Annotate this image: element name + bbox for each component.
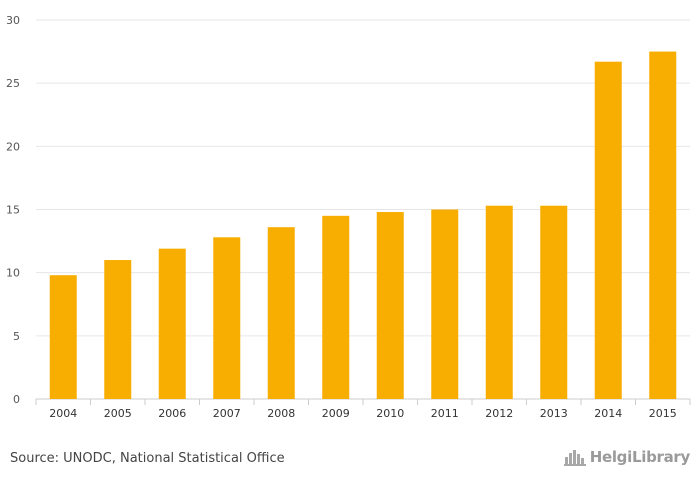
bar <box>649 51 677 399</box>
x-tick-label: 2008 <box>267 407 295 420</box>
x-tick-label: 2005 <box>104 407 132 420</box>
bar <box>376 212 404 399</box>
y-tick-label: 10 <box>6 267 20 280</box>
bar <box>49 275 77 399</box>
bar <box>540 205 568 399</box>
x-tick-label: 2013 <box>540 407 568 420</box>
brand-logo: HelgiLibrary <box>563 448 691 466</box>
x-tick-label: 2014 <box>594 407 622 420</box>
x-tick-label: 2006 <box>158 407 186 420</box>
bar <box>267 227 295 399</box>
y-tick-label: 25 <box>6 77 20 90</box>
bar <box>485 205 513 399</box>
bar <box>213 237 241 399</box>
bar <box>104 260 132 399</box>
x-tick-label: 2007 <box>213 407 241 420</box>
y-tick-label: 30 <box>6 14 20 27</box>
source-note: Source: UNODC, National Statistical Offi… <box>10 451 285 466</box>
y-tick-label: 5 <box>13 330 20 343</box>
x-tick-label: 2010 <box>376 407 404 420</box>
y-tick-label: 20 <box>6 140 20 153</box>
bar <box>594 61 622 399</box>
brand-name: HelgiLibrary <box>589 448 691 466</box>
y-tick-label: 15 <box>6 204 20 217</box>
city-skyline-icon <box>563 450 586 466</box>
bar <box>431 209 459 399</box>
x-tick-label: 2011 <box>431 407 459 420</box>
bar-chart: 0 5 10 15 20 25 30 2004 2005 2006 2007 2008 2009 2010… <box>6 14 691 420</box>
x-tick-label: 2015 <box>649 407 677 420</box>
x-tick-label: 2012 <box>485 407 513 420</box>
y-tick-label: 0 <box>13 393 20 406</box>
bar <box>322 215 350 399</box>
x-tick-label: 2009 <box>322 407 350 420</box>
x-tick-label: 2004 <box>49 407 77 420</box>
bar <box>158 248 186 399</box>
